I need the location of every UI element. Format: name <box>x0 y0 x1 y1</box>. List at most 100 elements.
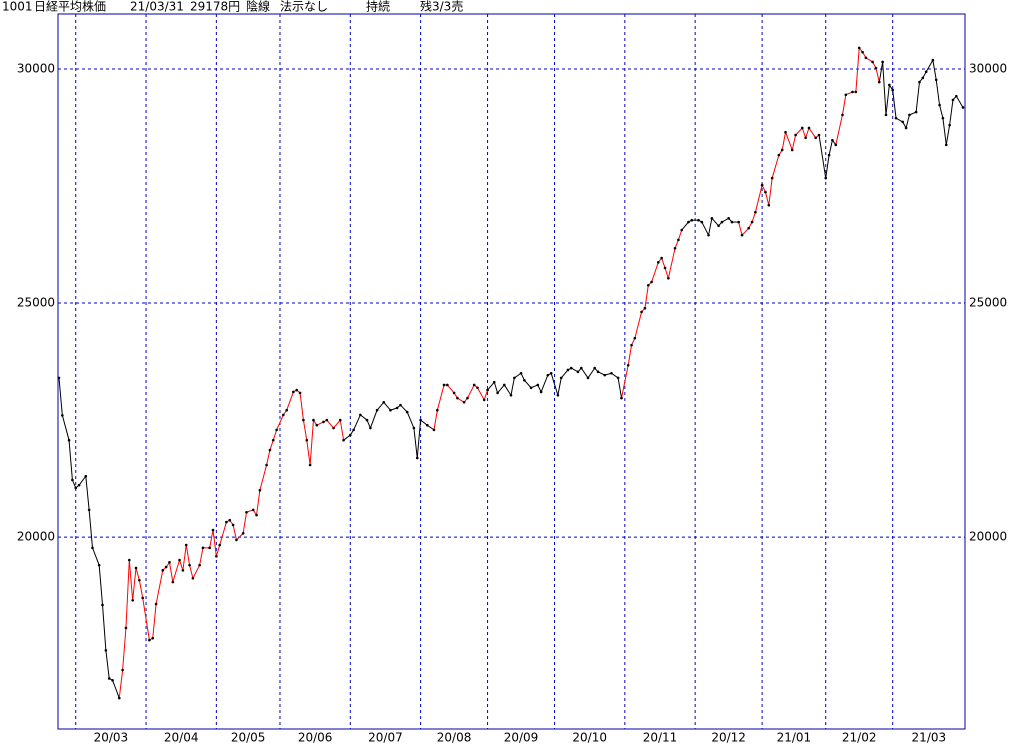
line-segment <box>935 79 941 106</box>
line-segment <box>611 372 619 379</box>
line-segment <box>825 155 830 179</box>
line-segment <box>560 369 569 379</box>
data-point <box>225 520 228 524</box>
data-point <box>650 280 653 284</box>
line-segment <box>661 257 666 269</box>
data-point <box>944 143 948 147</box>
line-segment <box>835 114 843 145</box>
data-point <box>395 406 399 410</box>
data-point <box>509 393 513 397</box>
data-point <box>546 373 550 377</box>
line-segment <box>128 559 134 601</box>
data-point <box>610 371 613 375</box>
data-point <box>486 388 489 392</box>
line-segment <box>550 373 559 396</box>
line-segment <box>302 419 308 441</box>
line-segment <box>855 47 860 92</box>
line-segment <box>98 565 104 605</box>
line-segment <box>828 140 833 156</box>
data-point <box>857 46 861 50</box>
line-segment <box>155 570 164 605</box>
line-segment <box>939 104 944 119</box>
data-point <box>285 408 288 412</box>
line-segment <box>212 530 217 557</box>
header-text: 残3/3売 <box>420 0 463 14</box>
data-point <box>626 363 630 367</box>
data-point <box>657 261 660 264</box>
line-segment <box>168 562 174 583</box>
data-point <box>171 580 175 584</box>
data-point <box>730 220 734 224</box>
line-segment <box>102 604 107 651</box>
data-point <box>104 649 108 652</box>
line-segment <box>400 404 408 413</box>
line-segment <box>138 580 144 599</box>
line-segment <box>808 127 817 139</box>
line-segment <box>892 90 897 119</box>
line-segment <box>286 391 294 411</box>
data-point <box>871 60 874 64</box>
data-point <box>727 217 730 220</box>
data-point <box>184 543 188 547</box>
data-point <box>365 418 369 422</box>
data-point <box>436 408 439 412</box>
data-point <box>894 116 898 120</box>
line-segment <box>343 434 351 441</box>
line-segment <box>179 559 184 571</box>
data-point <box>77 483 81 487</box>
data-point <box>630 343 633 347</box>
line-segment <box>467 384 475 399</box>
data-point <box>268 448 272 452</box>
data-point <box>151 636 155 640</box>
line-segment <box>182 544 187 571</box>
x-tick-label: 20/04 <box>164 731 199 745</box>
data-point <box>844 93 848 97</box>
line-segment <box>92 547 100 566</box>
data-point <box>456 396 459 400</box>
data-point <box>784 130 787 134</box>
data-point <box>101 603 104 607</box>
line-segment <box>955 95 964 108</box>
header-text: 29178円 <box>190 0 240 14</box>
data-point <box>539 390 543 394</box>
data-point <box>663 266 667 270</box>
data-point <box>442 383 446 387</box>
line-segment <box>878 61 884 83</box>
line-segment <box>674 239 679 249</box>
data-point <box>415 456 419 460</box>
line-segment <box>942 118 947 145</box>
data-point <box>74 486 78 490</box>
data-point <box>851 90 854 94</box>
line-segment <box>209 529 214 548</box>
data-point <box>138 578 141 582</box>
line-segment <box>651 262 659 283</box>
data-point <box>302 418 305 422</box>
line-segment <box>741 227 750 236</box>
data-point <box>295 388 299 392</box>
data-point <box>275 428 278 432</box>
line-segment <box>627 345 633 366</box>
line-segment <box>232 524 237 541</box>
data-point <box>754 210 757 214</box>
data-point <box>596 370 600 374</box>
data-point <box>817 133 821 137</box>
data-point <box>948 123 951 127</box>
data-point <box>918 80 921 84</box>
data-point <box>57 376 61 380</box>
data-point <box>951 98 955 102</box>
data-point <box>777 153 781 157</box>
data-point <box>332 426 335 430</box>
data-point <box>348 433 352 437</box>
data-point <box>640 310 643 314</box>
data-point <box>760 183 764 187</box>
line-segment <box>885 84 890 115</box>
line-segment <box>376 401 385 411</box>
line-segment <box>932 60 937 80</box>
y-tick-label: 25000 <box>17 296 55 310</box>
line-segment <box>580 367 589 379</box>
line-segment <box>620 365 629 399</box>
line-segment <box>667 248 676 279</box>
header-text: 日経平均株価 <box>34 0 106 14</box>
data-point <box>61 414 64 417</box>
data-point <box>750 220 754 224</box>
